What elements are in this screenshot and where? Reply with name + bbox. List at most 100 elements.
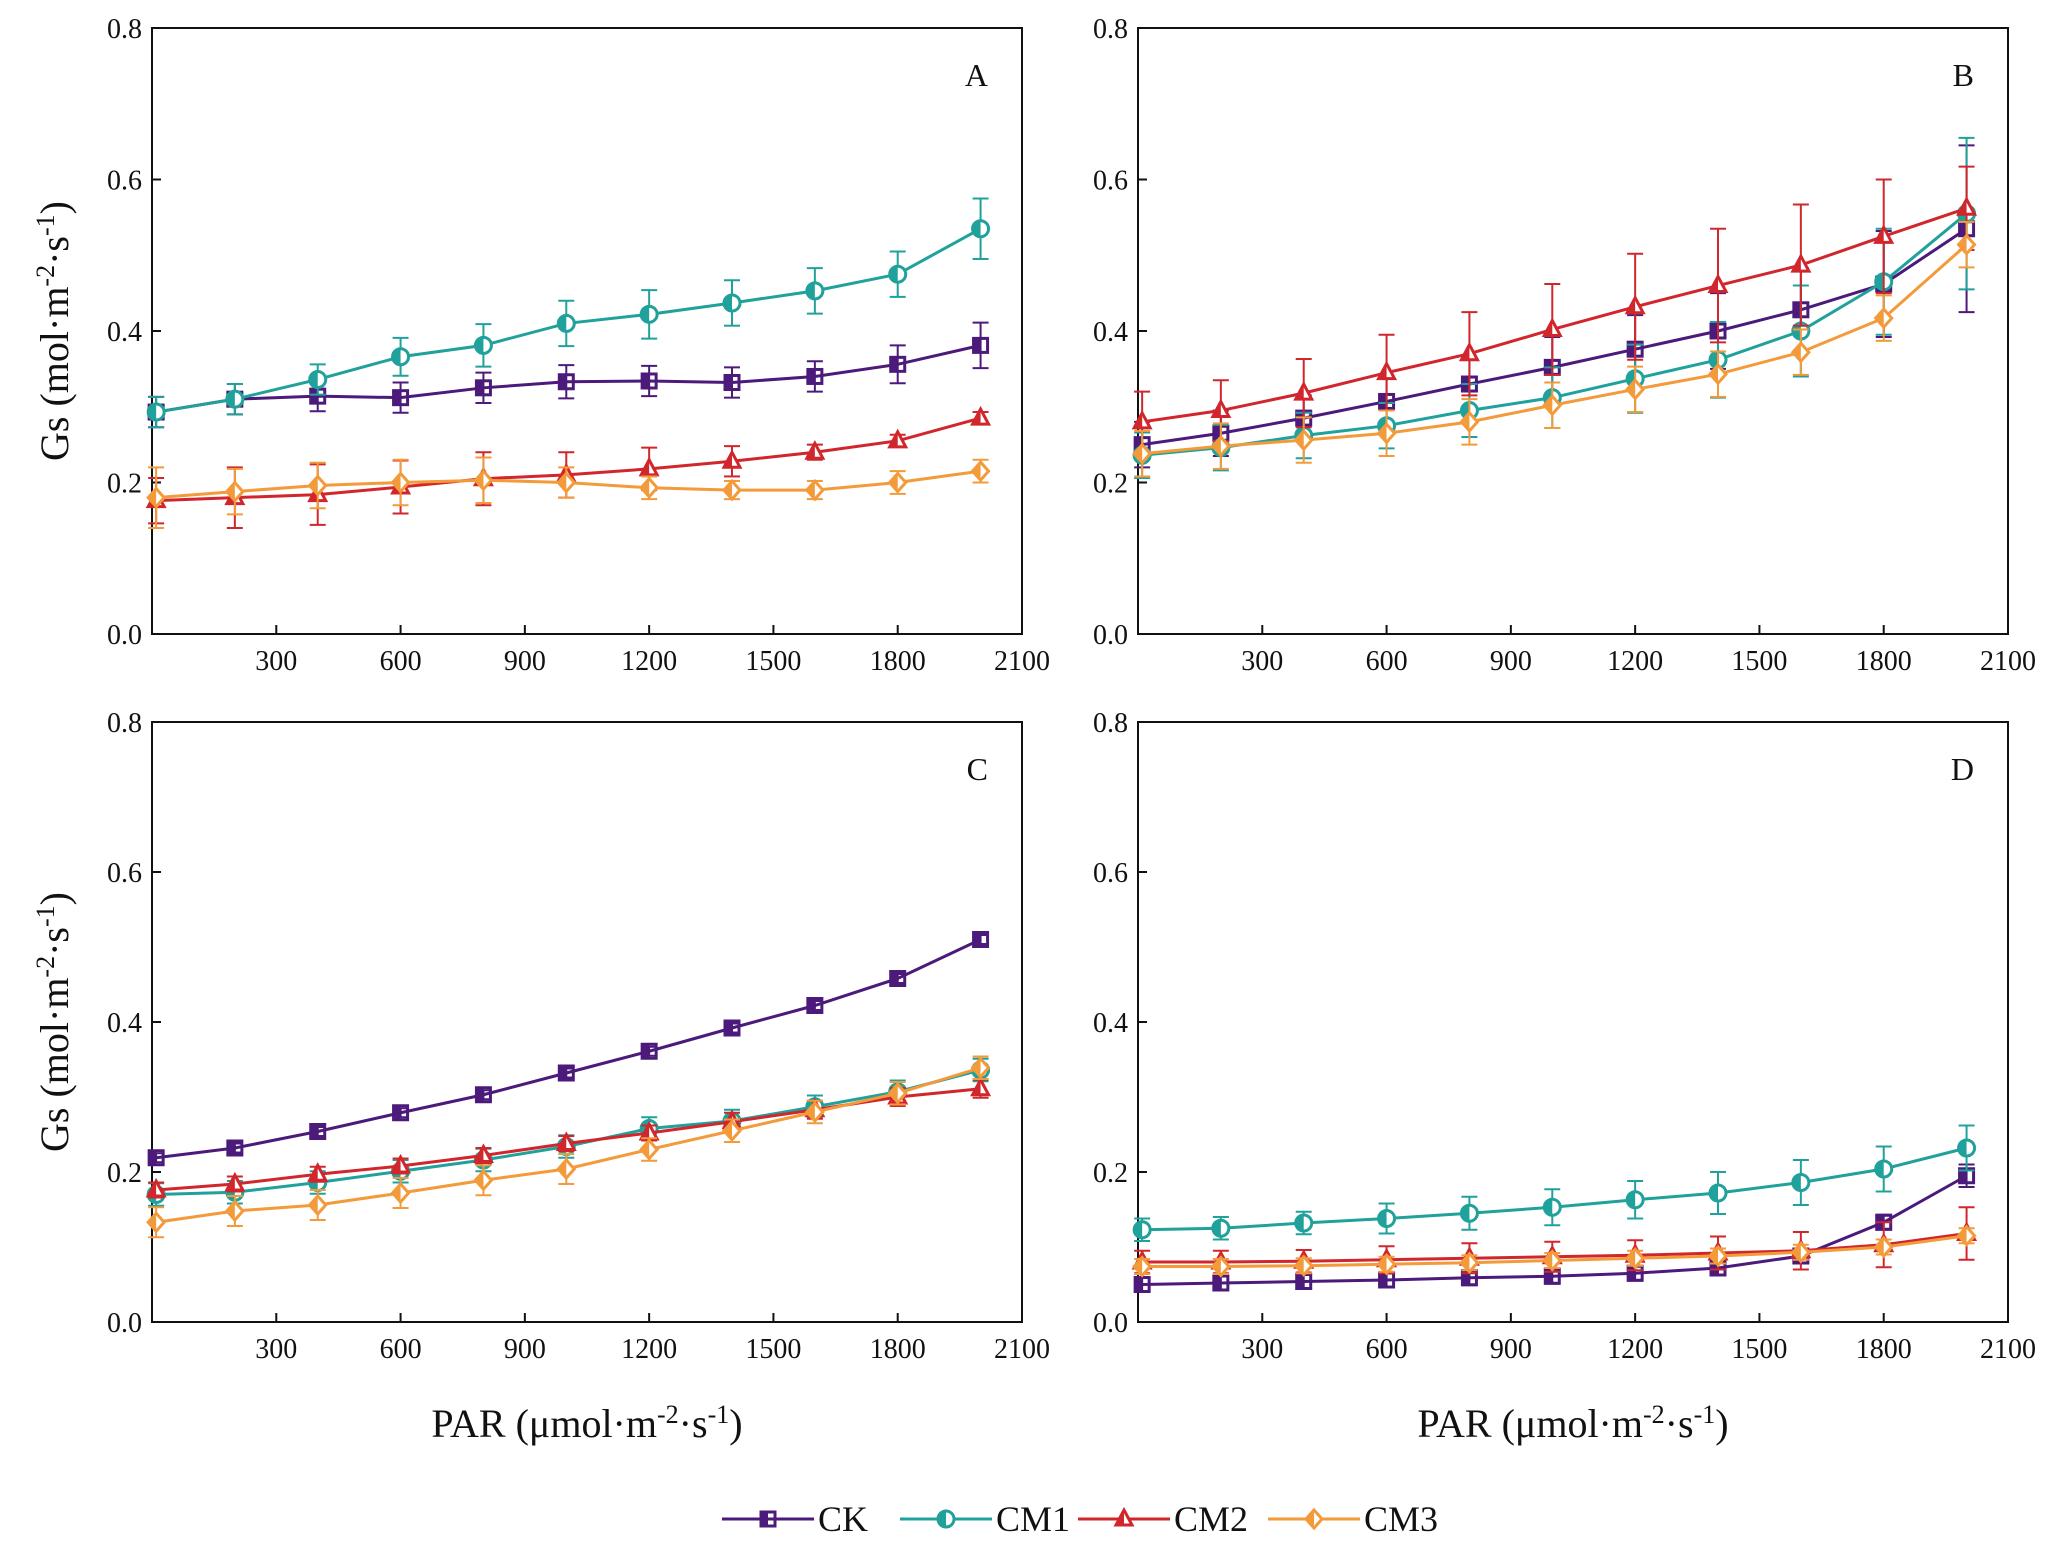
y-axis-label: Gs (mol·m-2·s-1) [31, 892, 77, 1152]
data-point [639, 476, 660, 500]
series-cm2 [1131, 165, 1978, 454]
data-point [638, 1120, 660, 1141]
x-tick-label: 300 [1241, 1334, 1283, 1365]
data-point [970, 405, 992, 426]
data-point [805, 281, 825, 301]
legend-label: CM1 [996, 1499, 1070, 1539]
panel-C: 0.0 0.2 0.4 0.6 0.8 300 600 900 1200 1500 1800 2100… [31, 708, 1050, 1446]
data-point [970, 1076, 992, 1097]
data-point [723, 1019, 741, 1037]
panel-label: D [1951, 751, 1974, 787]
legend-marker [936, 1509, 956, 1529]
data-point [1707, 273, 1729, 294]
data-point [1790, 252, 1812, 273]
data-point [309, 1123, 327, 1140]
data-point [1210, 1255, 1231, 1278]
data-point [145, 1177, 167, 1198]
data-point [887, 428, 909, 449]
data-point [557, 1064, 575, 1082]
data-point [1210, 398, 1232, 419]
data-point [1293, 428, 1314, 452]
data-point [1459, 1251, 1480, 1275]
y-tick-label: 0.2 [1093, 469, 1128, 500]
data-point [1542, 393, 1563, 417]
legend-marker [759, 1510, 777, 1528]
series-cm3 [146, 1055, 991, 1239]
legend-label: CM3 [1364, 1499, 1438, 1539]
plot-frame [151, 721, 1023, 1323]
data-point [1132, 442, 1153, 465]
plot-frame [1137, 27, 2009, 635]
panel-A: 0.0 0.2 0.4 0.6 0.8 300 600 900 1200 1500 1800 2100… [31, 14, 1050, 677]
data-point [1625, 1246, 1646, 1270]
data-point [1790, 1240, 1811, 1264]
panel-D: 0.0 0.2 0.4 0.6 0.8 300 600 900 1200 1500 1800 2100… [1093, 708, 2036, 1446]
y-tick-label: 0.0 [1093, 1308, 1128, 1339]
data-point [804, 478, 825, 502]
data-point [804, 440, 826, 460]
data-point [1293, 380, 1315, 401]
series-cm3 [1132, 220, 1977, 478]
y-tick-label: 0.4 [107, 317, 142, 348]
data-point [972, 931, 990, 948]
data-point [473, 468, 494, 492]
series-cm1 [146, 197, 991, 429]
data-point [556, 471, 577, 494]
x-axis-label: PAR (μmol·m-2·s-1) [431, 1400, 742, 1446]
series-ck [1133, 1163, 1976, 1293]
data-point [1956, 1224, 1977, 1248]
x-tick-label: 600 [1366, 646, 1408, 677]
data-point [972, 336, 990, 354]
y-tick-label: 0.6 [1093, 858, 1128, 889]
data-point [888, 264, 908, 284]
data-point [1624, 294, 1646, 315]
data-point [721, 449, 743, 469]
data-point [1956, 233, 1977, 256]
data-point [1625, 378, 1646, 401]
x-tick-label: 1200 [1607, 1334, 1663, 1365]
data-point [1791, 1173, 1811, 1192]
data-point [1790, 340, 1811, 364]
data-point [390, 1181, 411, 1205]
x-tick-label: 300 [255, 1334, 297, 1365]
data-point [224, 1199, 245, 1223]
data-point [639, 304, 659, 324]
x-tick-label: 1500 [745, 1334, 801, 1365]
data-point [1625, 1190, 1645, 1210]
data-point [1542, 1197, 1562, 1217]
data-point [1707, 1244, 1729, 1268]
panel-label: A [965, 57, 988, 93]
data-point [1377, 1209, 1397, 1228]
data-point [638, 456, 660, 477]
y-tick-label: 0.8 [1093, 14, 1128, 45]
legend-marker [1113, 1506, 1135, 1527]
data-point [555, 1131, 577, 1151]
data-point [887, 1081, 908, 1105]
data-point [1957, 1138, 1977, 1158]
y-tick-label: 0.0 [107, 620, 142, 651]
data-point [474, 1086, 492, 1104]
series-cm2 [145, 405, 992, 529]
panel-B: 0.0 0.2 0.4 0.6 0.8 300 600 900 1200 1500 1800 2100… [1093, 14, 2036, 677]
x-tick-label: 2100 [1980, 646, 2036, 677]
series-cm3 [146, 456, 991, 529]
x-tick-label: 300 [1241, 646, 1283, 677]
data-point [1210, 434, 1231, 458]
data-point [472, 1143, 494, 1163]
x-tick-label: 1500 [1731, 1334, 1787, 1365]
y-tick-label: 0.4 [1093, 317, 1128, 348]
data-point [1541, 317, 1563, 337]
legend-item-cm1: CM1 [900, 1499, 1070, 1539]
y-tick-label: 0.2 [1093, 1158, 1128, 1189]
legend: CK CM1 CM2 CM3 [722, 1499, 1438, 1539]
y-tick-label: 0.6 [1093, 166, 1128, 197]
x-tick-label: 900 [504, 646, 546, 677]
y-tick-label: 0.8 [1093, 708, 1128, 739]
data-point [721, 1119, 743, 1143]
x-tick-label: 1800 [1856, 646, 1912, 677]
data-point [1293, 1254, 1314, 1278]
data-point [147, 1149, 165, 1167]
y-tick-label: 0.8 [107, 14, 142, 45]
x-tick-label: 300 [255, 646, 297, 677]
